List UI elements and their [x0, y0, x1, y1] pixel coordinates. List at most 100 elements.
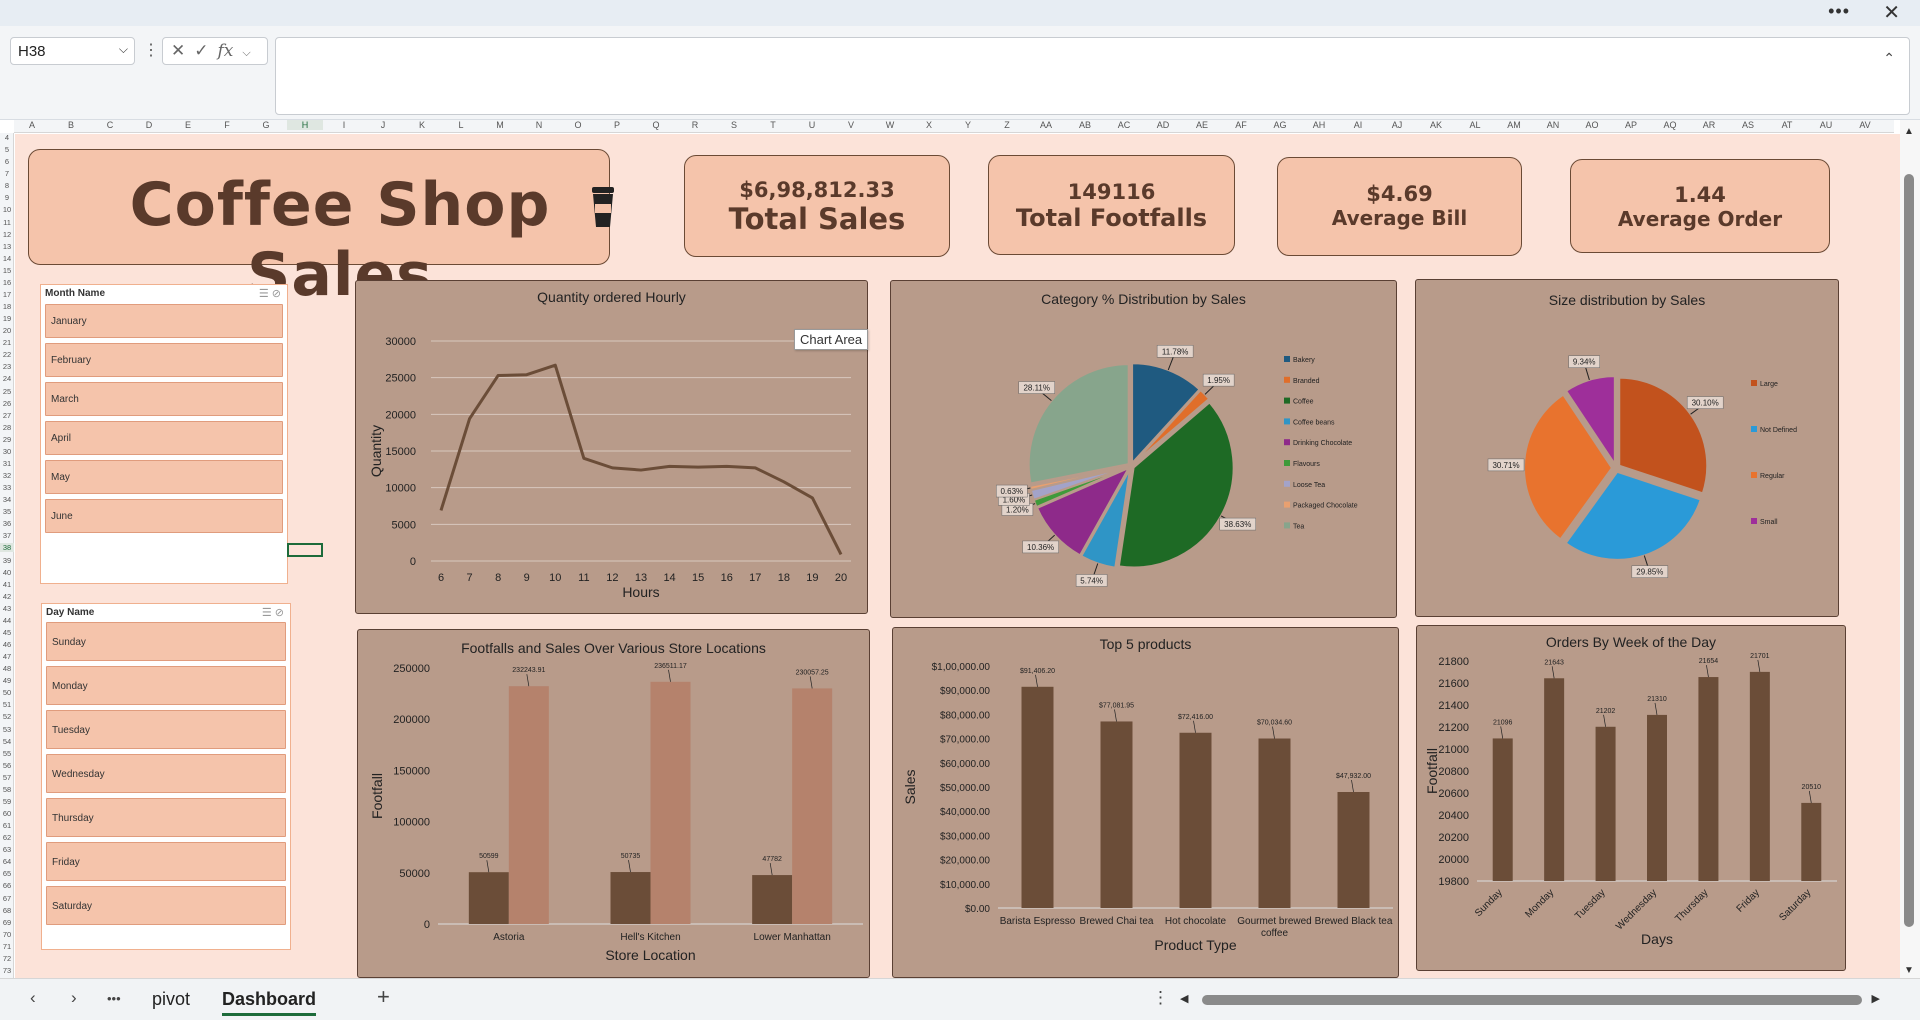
- row-label[interactable]: 18: [2, 302, 12, 311]
- clear-filter-icon[interactable]: ⊘: [274, 607, 284, 619]
- row-label[interactable]: 45: [2, 627, 12, 637]
- row-label[interactable]: 7: [4, 169, 10, 179]
- clear-filter-icon[interactable]: ⊘: [271, 288, 281, 300]
- column-label[interactable]: AB: [1078, 120, 1091, 130]
- vertical-scrollbar[interactable]: ▲ ▼: [1900, 120, 1920, 978]
- column-label[interactable]: C: [106, 120, 114, 130]
- horizontal-scrollbar[interactable]: ◀ ▶: [1180, 993, 1880, 1007]
- column-label[interactable]: AG: [1273, 120, 1287, 130]
- column-label[interactable]: O: [574, 120, 582, 130]
- row-label[interactable]: 70: [2, 929, 12, 939]
- row-label[interactable]: 41: [2, 579, 12, 589]
- column-label[interactable]: M: [496, 120, 504, 130]
- chevron-down-icon[interactable]: ⌵: [118, 42, 128, 56]
- row-label[interactable]: 65: [2, 869, 12, 879]
- row-label[interactable]: 26: [2, 398, 12, 408]
- chart-top-products[interactable]: Top 5 products $0.00 $10,000.00 $20,000.00…: [892, 627, 1399, 978]
- row-label[interactable]: 12: [2, 229, 12, 239]
- day-slicer[interactable]: Day Name ☰ ⊘ Sunday Monday Tuesday Wednesda…: [41, 603, 291, 950]
- row-label[interactable]: 61: [2, 821, 12, 831]
- slicer-item[interactable]: Thursday: [46, 798, 286, 837]
- row-label[interactable]: 6: [4, 157, 10, 167]
- more-sheets-icon[interactable]: •••: [107, 991, 121, 1006]
- dashboard-title-box[interactable]: Coffee Shop Sales: [28, 149, 614, 310]
- column-label[interactable]: S: [730, 120, 737, 130]
- column-label[interactable]: AN: [1546, 120, 1560, 130]
- row-label[interactable]: 42: [2, 591, 12, 601]
- row-label[interactable]: 21: [2, 338, 12, 348]
- row-label[interactable]: 46: [2, 640, 12, 649]
- column-label[interactable]: Z: [1004, 120, 1010, 130]
- row-label[interactable]: 8: [4, 181, 10, 191]
- column-label[interactable]: K: [418, 120, 425, 130]
- chevron-down-icon[interactable]: ⌵: [242, 47, 251, 59]
- column-label[interactable]: J: [380, 120, 386, 130]
- row-label[interactable]: 10: [2, 205, 12, 215]
- row-label[interactable]: 60: [2, 809, 12, 818]
- column-label[interactable]: AV: [1859, 120, 1871, 130]
- scroll-right-icon[interactable]: ▶: [1871, 993, 1880, 1005]
- row-label[interactable]: 71: [2, 941, 12, 951]
- slicer-item[interactable]: April: [45, 421, 283, 455]
- row-label[interactable]: 59: [2, 796, 12, 806]
- scroll-down-icon[interactable]: ▼: [1904, 965, 1914, 976]
- column-label[interactable]: AA: [1039, 120, 1052, 130]
- kpi-total-footfalls[interactable]: 149116 Total Footfalls: [988, 155, 1235, 255]
- insert-function-icon[interactable]: fx: [217, 41, 234, 61]
- column-label[interactable]: AJ: [1391, 120, 1403, 130]
- kpi-average-bill[interactable]: $4.69 Average Bill: [1277, 157, 1522, 256]
- close-icon[interactable]: ✕: [1883, 2, 1900, 24]
- row-label[interactable]: 69: [2, 917, 12, 927]
- column-label[interactable]: U: [808, 120, 816, 130]
- row-label[interactable]: 4: [4, 133, 10, 142]
- row-label[interactable]: 62: [2, 833, 12, 843]
- scroll-thumb[interactable]: [1202, 995, 1862, 1005]
- row-label[interactable]: 72: [2, 953, 12, 963]
- slicer-item[interactable]: Sunday: [46, 622, 286, 661]
- cancel-icon[interactable]: ✕: [171, 41, 186, 60]
- column-label[interactable]: L: [458, 120, 464, 130]
- row-label[interactable]: 27: [2, 410, 12, 420]
- row-label[interactable]: 31: [2, 458, 12, 468]
- slicer-item[interactable]: February: [45, 343, 283, 377]
- row-label[interactable]: 15: [2, 265, 12, 275]
- slicer-item[interactable]: June: [45, 499, 283, 533]
- row-label[interactable]: 39: [2, 555, 12, 565]
- column-label[interactable]: AQ: [1663, 120, 1677, 130]
- column-label[interactable]: W: [885, 120, 895, 130]
- scroll-up-icon[interactable]: ▲: [1904, 126, 1914, 137]
- slicer-item[interactable]: January: [45, 304, 283, 338]
- column-label[interactable]: AR: [1702, 120, 1716, 130]
- add-sheet-icon[interactable]: +: [377, 984, 390, 1009]
- collapse-icon[interactable]: ⌃: [1883, 50, 1895, 66]
- chart-store-locations[interactable]: Footfalls and Sales Over Various Store L…: [357, 629, 870, 978]
- row-label[interactable]: 22: [2, 350, 12, 360]
- row-label[interactable]: 51: [2, 700, 12, 710]
- row-label[interactable]: 37: [2, 531, 12, 541]
- column-label[interactable]: A: [28, 120, 35, 130]
- row-label[interactable]: 55: [2, 748, 12, 758]
- row-label[interactable]: 58: [2, 784, 12, 794]
- column-label[interactable]: AH: [1312, 120, 1326, 130]
- kpi-average-order[interactable]: 1.44 Average Order: [1570, 159, 1830, 253]
- column-label[interactable]: X: [925, 120, 932, 130]
- row-label[interactable]: 64: [2, 857, 12, 867]
- column-label[interactable]: V: [847, 120, 854, 130]
- row-label[interactable]: 68: [2, 905, 12, 915]
- column-label[interactable]: I: [342, 120, 346, 130]
- column-label[interactable]: F: [224, 120, 230, 130]
- row-label[interactable]: 25: [2, 386, 12, 396]
- row-label[interactable]: 28: [2, 422, 12, 432]
- row-label[interactable]: 40: [2, 567, 12, 577]
- row-label[interactable]: 54: [2, 736, 12, 746]
- row-label[interactable]: 33: [2, 483, 12, 493]
- column-label[interactable]: B: [67, 120, 74, 130]
- month-slicer[interactable]: Month Name ☰ ⊘ January February March April…: [40, 284, 288, 584]
- column-label[interactable]: E: [184, 120, 191, 130]
- row-label[interactable]: 73: [2, 965, 12, 975]
- row-label[interactable]: 29: [2, 434, 12, 444]
- chart-size-distribution[interactable]: Size distribution by Sales 30.10% 29.85% 3…: [1415, 279, 1839, 617]
- row-label[interactable]: 57: [2, 772, 12, 782]
- column-label[interactable]: AT: [1781, 120, 1793, 130]
- sheet-tab-dashboard[interactable]: Dashboard: [222, 989, 317, 1016]
